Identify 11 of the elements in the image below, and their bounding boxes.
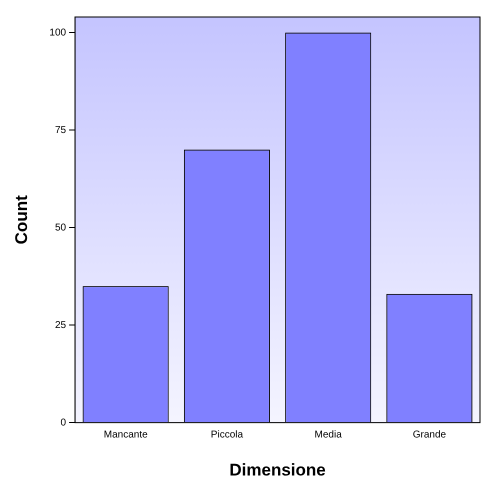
y-tick-label: 50 — [54, 222, 67, 234]
x-axis-title: Dimensione — [229, 460, 326, 480]
x-tick-label: Grande — [412, 429, 446, 440]
x-tick-label: Mancante — [104, 429, 148, 440]
y-tick-label: 25 — [54, 320, 67, 331]
y-tick-label: 75 — [54, 124, 67, 136]
y-axis-title: Count — [12, 194, 31, 244]
y-tick-label: 100 — [49, 27, 67, 38]
y-tick-label: 0 — [60, 417, 67, 428]
x-tick-label: Piccola — [210, 429, 244, 440]
x-tick-label: Media — [314, 429, 342, 440]
